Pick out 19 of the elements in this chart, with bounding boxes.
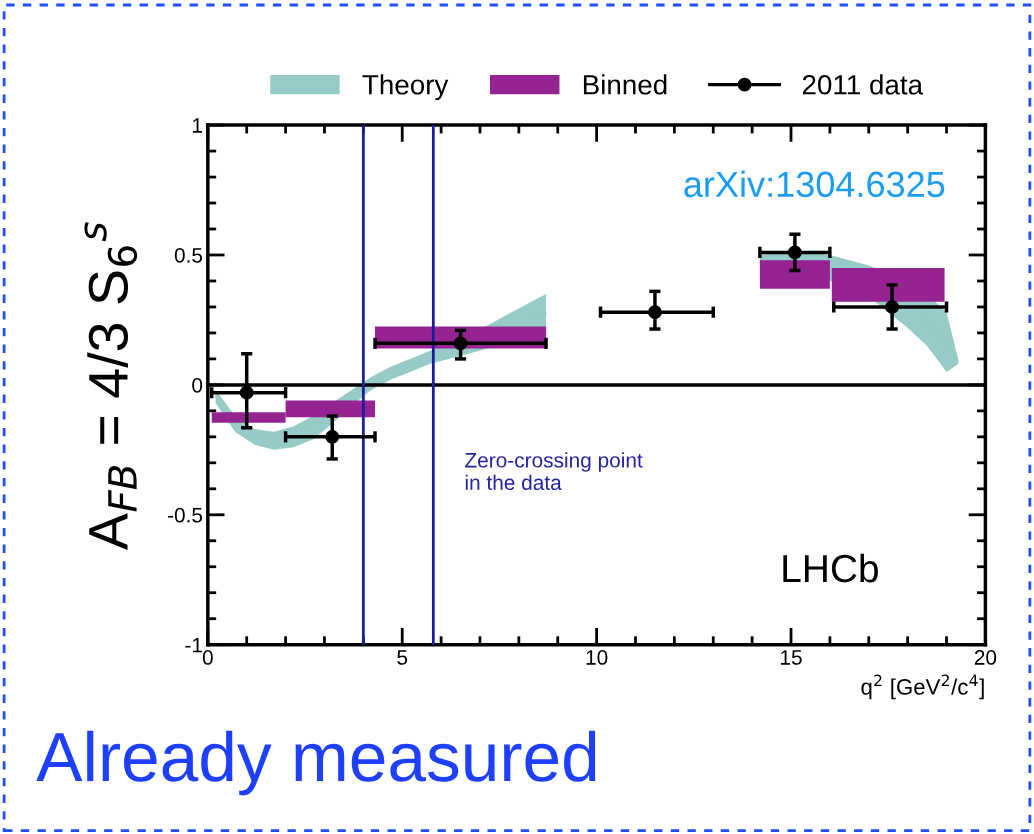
annotation: Zero-crossing point in the data [465, 452, 643, 491]
legend-label: 2011 data [802, 74, 924, 95]
legend-label: Binned [583, 74, 667, 95]
x-tick-label: 5 [397, 650, 408, 665]
y-tick-label: 0 [192, 377, 203, 393]
y-tick-label: -1 [185, 637, 202, 653]
text: Already measured [36, 730, 596, 796]
y-tick-label: 1 [192, 118, 202, 133]
x-tick-label: 0 [202, 650, 213, 665]
annotation: arXiv:1304.6325 [684, 170, 945, 198]
x-tick-label: 20 [974, 650, 997, 665]
x-axis-title: q$^{2}$ [GeV$^{2}$/c$^{4}$] [861, 674, 984, 700]
legend-label: Theory [362, 74, 449, 101]
y-tick-label: 0.5 [174, 248, 203, 263]
y-axis-title: A$_{FB}$ = 4/3 S$_{6}$$^{s}$ [84, 222, 138, 551]
x-tick-label: 10 [586, 650, 608, 665]
y-tick-label: -0.5 [168, 507, 203, 523]
x-tick-label: 15 [781, 650, 802, 665]
annotation: LHCb [783, 553, 878, 583]
